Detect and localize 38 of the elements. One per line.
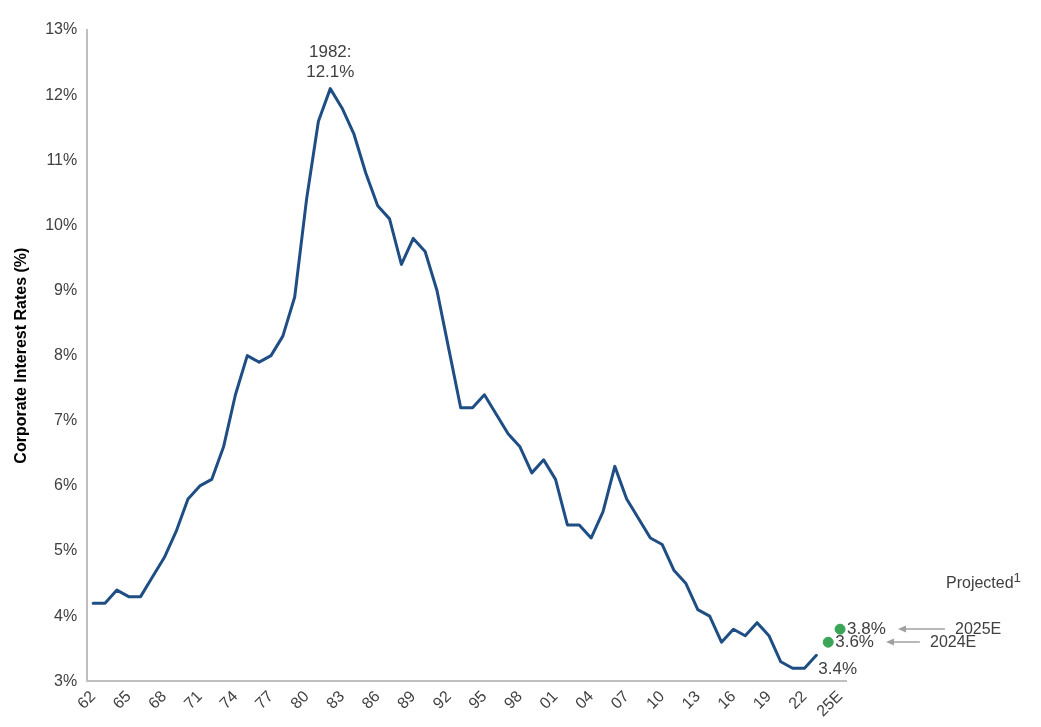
y-axis-title: Corporate Interest Rates (%) <box>12 247 30 464</box>
x-tick-label: 89 <box>393 687 419 712</box>
y-tick-label: 7% <box>54 411 78 429</box>
x-tick-label: 86 <box>358 687 383 712</box>
y-tick-label: 4% <box>54 606 78 624</box>
x-tick-label: 74 <box>216 687 241 712</box>
y-tick-label: 8% <box>54 346 78 364</box>
x-tick-label: 68 <box>144 687 170 712</box>
x-tick-label: 77 <box>251 687 277 712</box>
x-tick-label: 71 <box>180 687 206 712</box>
text: Projected$^{1}$ <box>946 570 1022 593</box>
x-tick-label: 83 <box>322 687 348 712</box>
y-tick-label: 3% <box>54 671 78 689</box>
x-tick-label: 10 <box>642 687 668 712</box>
x-tick-label: 13 <box>678 687 704 712</box>
y-tick-label: 11% <box>46 150 78 168</box>
x-tick-label: 07 <box>607 687 632 712</box>
x-tick-label: 95 <box>465 687 490 712</box>
x-tick-label: 16 <box>714 687 739 712</box>
y-tick-label: 13% <box>45 20 78 38</box>
data-label: 1982: 12.1% <box>306 41 355 81</box>
x-tick-label: 19 <box>749 687 775 712</box>
y-tick-label: 12% <box>45 85 78 103</box>
y-tick-label: 6% <box>54 476 78 494</box>
x-tick-label: 98 <box>500 687 526 712</box>
x-tick-label: 25E <box>813 687 846 720</box>
y-tick-label: 10% <box>45 215 78 233</box>
x-tick-label: 92 <box>429 687 455 712</box>
x-tick-label: 62 <box>73 687 99 712</box>
y-tick-label: 5% <box>54 541 78 559</box>
x-tick-label: 01 <box>536 687 561 712</box>
data-label: 3.4% <box>818 659 858 679</box>
x-tick-label: 65 <box>109 687 135 712</box>
text: 2024E <box>930 633 977 652</box>
x-tick-label: 22 <box>785 687 810 712</box>
x-tick-label: 80 <box>287 687 312 712</box>
y-tick-label: 9% <box>54 280 78 298</box>
x-tick-label: 04 <box>571 687 597 712</box>
